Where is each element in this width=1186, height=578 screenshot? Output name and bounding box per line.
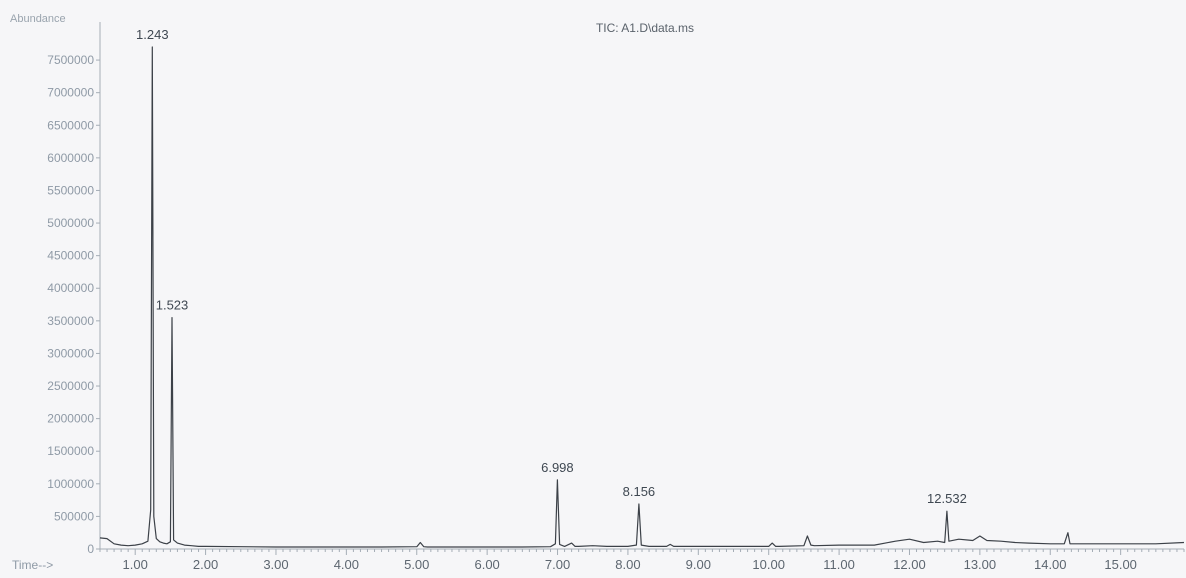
x-tick-label: 12.00 <box>893 557 926 572</box>
y-tick-group: 0 500000 1000000 1500000 2000000 2500000 30000… <box>47 53 100 556</box>
y-tick-label: 6000000 <box>47 151 94 165</box>
x-tick-label: 10.00 <box>752 557 785 572</box>
y-tick-label: 1500000 <box>47 444 94 458</box>
y-tick-label: 500000 <box>54 509 94 523</box>
peak-label: 8.156 <box>623 484 656 499</box>
y-tick-label: 5000000 <box>47 216 94 230</box>
y-tick-label: 4000000 <box>47 281 94 295</box>
x-tick-label: 7.00 <box>545 557 570 572</box>
peak-label: 12.532 <box>927 491 967 506</box>
peak-label: 1.523 <box>156 298 189 313</box>
x-tick-label: 11.00 <box>823 557 855 572</box>
x-tick-label: 2.00 <box>193 557 218 572</box>
peak-label: 1.243 <box>136 27 169 42</box>
x-tick-label: 8.00 <box>615 557 640 572</box>
x-tick-label: 6.00 <box>474 557 499 572</box>
chart-title: TIC: A1.D\data.ms <box>596 21 694 35</box>
x-tick-group: 1.00 2.00 3.00 4.00 5.00 6.00 7.00 8.00 9.00 10.0… <box>99 549 1185 572</box>
y-tick-label: 4500000 <box>47 249 94 263</box>
y-tick-label: 0 <box>87 542 94 556</box>
x-tick-label: 14.00 <box>1034 557 1067 572</box>
x-tick-label: 5.00 <box>404 557 429 572</box>
series-line <box>99 46 1185 548</box>
y-tick-label: 2000000 <box>47 412 94 426</box>
x-tick-label: 13.00 <box>964 557 997 572</box>
y-tick-label: 5500000 <box>47 183 94 197</box>
x-tick-label: 15.00 <box>1104 557 1137 572</box>
x-tick-label: 3.00 <box>263 557 288 572</box>
x-tick-label: 1.00 <box>123 557 148 572</box>
y-tick-label: 1000000 <box>47 477 94 491</box>
y-tick-label: 2500000 <box>47 379 94 393</box>
y-tick-label: 7500000 <box>47 53 94 67</box>
y-tick-label: 6500000 <box>47 118 94 132</box>
y-tick-label: 3500000 <box>47 314 94 328</box>
x-tick-label: 9.00 <box>686 557 711 572</box>
y-axis-label: Abundance <box>10 13 66 25</box>
x-tick-label: 4.00 <box>334 557 359 572</box>
y-tick-label: 3000000 <box>47 346 94 360</box>
peak-label: 6.998 <box>541 460 574 475</box>
y-tick-label: 7000000 <box>47 86 94 100</box>
peak-label-group: 1.243 1.523 6.998 8.156 12.532 <box>136 27 967 506</box>
x-axis-label: Time--> <box>12 558 53 572</box>
